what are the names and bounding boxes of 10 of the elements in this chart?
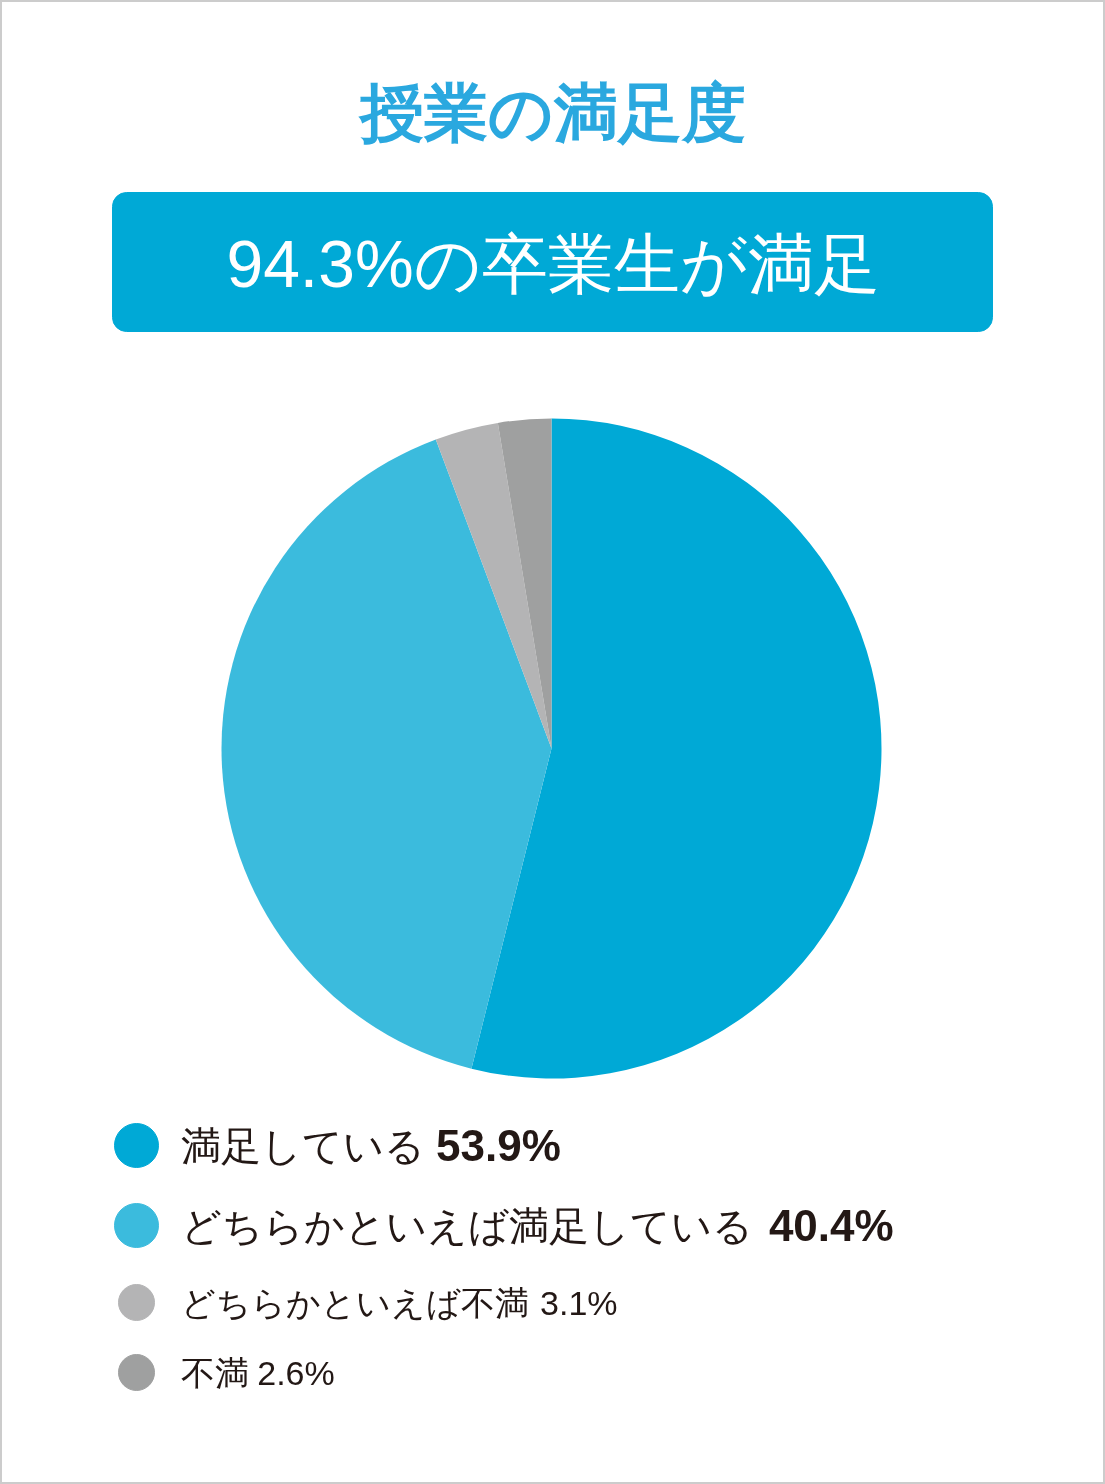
chart-subtitle: 94.3%の卒業生が満足 <box>226 226 880 301</box>
chart-title: 授業の満足度 <box>358 76 746 149</box>
legend-label: 満足している <box>180 1123 425 1168</box>
legend-label: どちらかといえば満足している <box>180 1203 753 1248</box>
data-label: 40.4% <box>768 1201 894 1250</box>
data-label: 53.9% <box>436 1121 561 1170</box>
legend-label: 不満 <box>180 1353 249 1392</box>
data-label: 2.6% <box>257 1353 335 1392</box>
legend-label: どちらかといえば不満 <box>180 1283 529 1322</box>
data-label: 3.1% <box>540 1283 618 1322</box>
